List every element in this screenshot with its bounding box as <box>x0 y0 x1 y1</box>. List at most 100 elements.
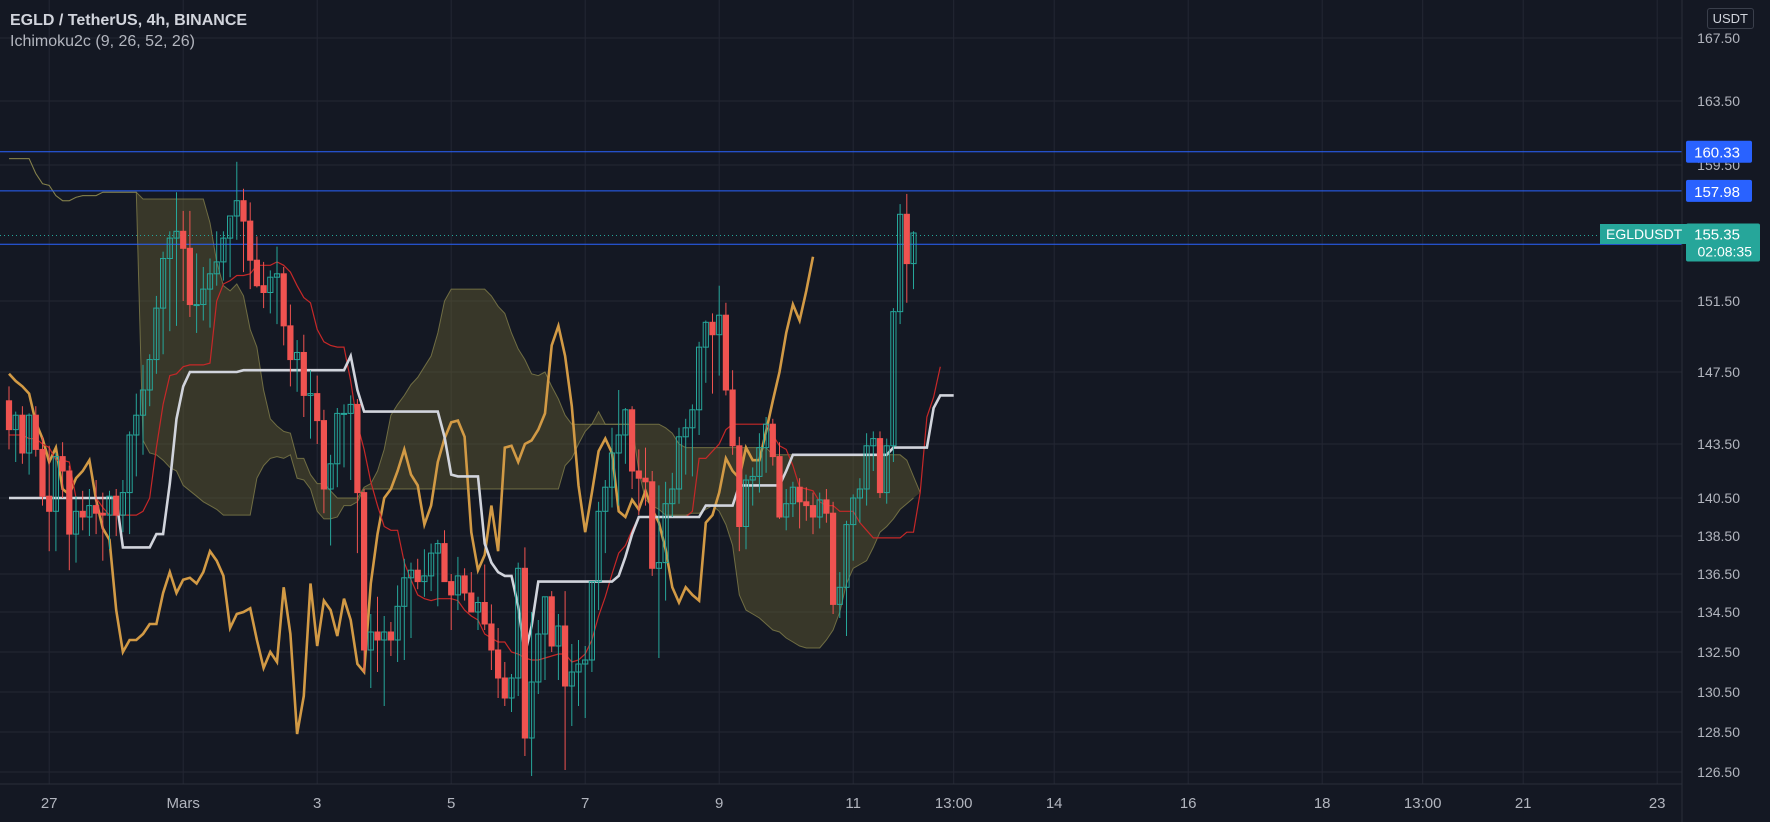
candle-body <box>146 359 153 391</box>
candle-body <box>421 575 428 583</box>
candle-body <box>240 200 247 222</box>
candle-body <box>79 510 86 518</box>
conversion-line <box>9 261 941 663</box>
candle-body <box>72 510 80 535</box>
candle-body <box>622 409 629 436</box>
candle-body <box>763 423 770 449</box>
candle-body <box>99 512 106 516</box>
time-tick-label: 13:00 <box>935 795 973 812</box>
candle-body <box>32 414 39 450</box>
horizontal-levels[interactable] <box>0 151 1682 245</box>
candle-body <box>401 577 408 607</box>
candle-body <box>327 463 334 490</box>
time-tick-label: 23 <box>1649 795 1666 812</box>
candle-body <box>702 321 709 348</box>
price-tick-label: 163.50 <box>1697 93 1740 109</box>
candle-body <box>515 567 522 679</box>
candle-body <box>608 452 616 488</box>
candle-body <box>823 499 830 514</box>
candle-body <box>260 285 267 294</box>
price-axis-bg <box>1682 0 1770 822</box>
candle-body <box>434 543 441 554</box>
candle-body <box>809 505 817 518</box>
candle-body <box>729 389 736 447</box>
candle-body <box>173 230 180 239</box>
lagging-span-line <box>8 256 815 735</box>
price-axis[interactable]: 167.50163.50159.50151.50147.50143.50140.… <box>1681 0 1770 822</box>
candle-body <box>669 488 676 505</box>
time-tick-label: 3 <box>313 795 321 812</box>
price-tick-label: 143.50 <box>1697 436 1740 452</box>
candle-body <box>193 304 200 307</box>
candle-body <box>160 258 167 309</box>
candle-body <box>722 314 729 391</box>
candle-body <box>39 448 46 497</box>
candle-body <box>495 649 502 679</box>
candle-body <box>481 602 488 625</box>
time-axis[interactable]: 27 Mars 3 5 7 9 11 13:00 14 16 18 13:00 21 23 <box>0 783 1682 812</box>
candle-body <box>294 351 301 361</box>
candle-body <box>575 663 582 673</box>
candle-body <box>602 486 609 512</box>
candle-body <box>568 671 575 687</box>
candle-body <box>119 492 127 516</box>
candle-body <box>803 501 810 507</box>
candle-body <box>206 273 214 290</box>
candle-body <box>595 510 602 583</box>
candle-body <box>220 237 227 263</box>
indicator-title[interactable]: Ichimoku2c (9, 26, 52, 26) <box>10 33 195 50</box>
candle-body <box>133 414 140 436</box>
candle-body <box>876 438 884 494</box>
last-price-value: 155.35 <box>1694 227 1740 244</box>
candle-body <box>26 414 33 454</box>
candle-body <box>856 488 863 499</box>
price-tick-label: 128.50 <box>1697 724 1740 740</box>
candle-body <box>340 412 348 415</box>
candle-body <box>910 232 917 265</box>
candle-body <box>535 633 542 683</box>
candle-body <box>863 445 870 490</box>
candle-body <box>903 213 910 265</box>
base-line <box>9 351 954 655</box>
candle-body <box>320 420 327 490</box>
time-tick-label: 14 <box>1046 795 1063 812</box>
candle-body <box>541 596 549 635</box>
candle-body <box>227 215 234 239</box>
candle-body <box>367 631 374 651</box>
candle-body <box>796 486 803 503</box>
candle-body <box>749 475 756 481</box>
price-tick-label: 134.50 <box>1697 604 1740 620</box>
candle-body <box>200 288 207 306</box>
candle-body <box>562 625 569 687</box>
candle-body <box>769 423 776 458</box>
ichimoku-cloud <box>9 158 921 649</box>
candle-body <box>233 200 240 217</box>
candle-body <box>19 414 26 454</box>
symbol-title[interactable]: EGLD / TetherUS, 4h, BINANCE <box>10 12 248 29</box>
candle-body <box>287 325 294 361</box>
candle-body <box>113 495 120 516</box>
candle-body <box>394 605 401 641</box>
candle-body <box>897 213 904 313</box>
candle-body <box>407 569 415 579</box>
candle-body <box>166 237 173 260</box>
candle-body <box>186 247 194 306</box>
candle-body <box>776 456 783 518</box>
candle-body <box>86 505 93 518</box>
candle-body <box>508 677 515 699</box>
candle-body <box>582 659 589 665</box>
candle-body <box>387 631 394 641</box>
candle-body <box>843 524 850 588</box>
candle-body <box>381 631 388 641</box>
chart-legend: EGLD / TetherUS, 4h, BINANCE Ichimoku2c … <box>10 10 247 52</box>
level-price-tag <box>1686 140 1752 163</box>
candle-body <box>682 427 689 438</box>
candle-body <box>615 434 622 454</box>
time-tick-label: 13:00 <box>1404 795 1442 812</box>
senkou-span-a <box>9 158 921 499</box>
candle-body <box>5 400 13 431</box>
currency-badge[interactable]: USDT <box>1706 8 1754 29</box>
price-tick-label: 136.50 <box>1697 566 1740 582</box>
candle-body <box>374 631 381 641</box>
